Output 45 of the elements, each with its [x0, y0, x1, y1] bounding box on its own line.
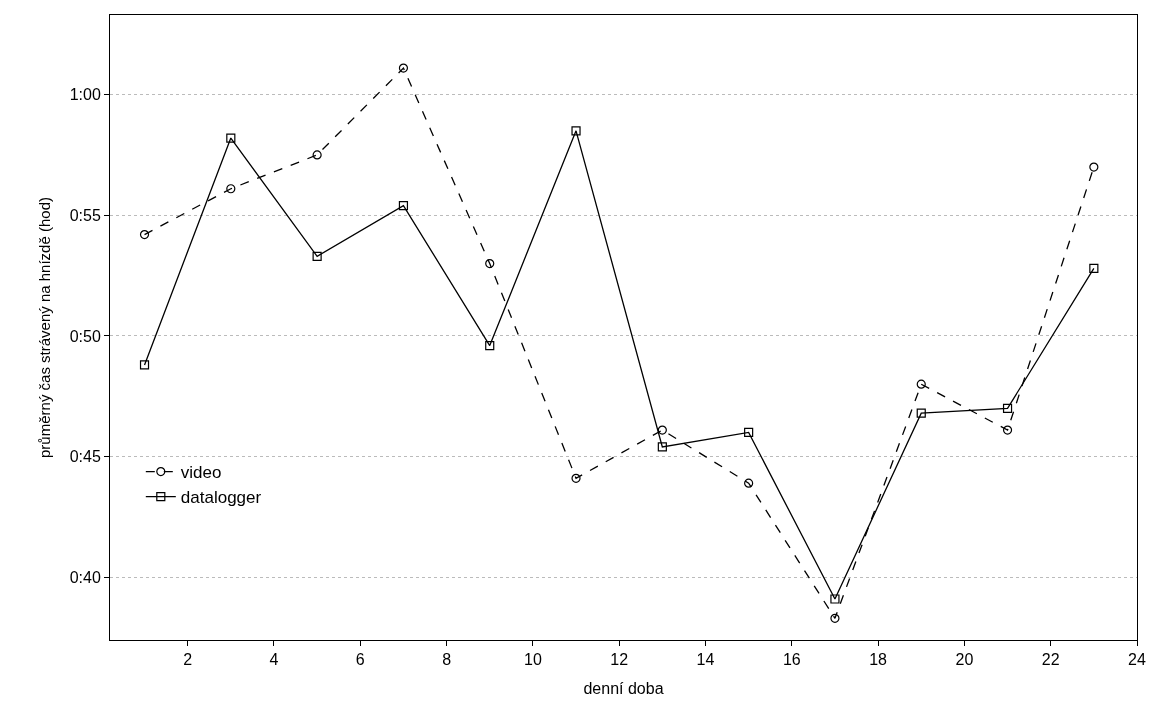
point [744, 427, 754, 438]
y-tick-label: 0:40 [69, 568, 101, 586]
point [744, 478, 754, 488]
y-axis-title: průměrný čas strávený na hnízdě (hod) [35, 197, 53, 458]
y-tick-label: 0:50 [69, 327, 101, 345]
point [916, 408, 926, 418]
point [226, 184, 236, 194]
point [1089, 263, 1099, 273]
x-tick-label: 22 [1041, 651, 1060, 669]
point [571, 126, 581, 136]
point [1002, 403, 1013, 413]
x-tick-label: 16 [782, 651, 801, 669]
point [916, 379, 926, 389]
x-tick-label: 2 [183, 651, 193, 669]
x-tick-label: 8 [442, 651, 452, 669]
x-tick-label: 20 [955, 651, 974, 669]
point [830, 594, 840, 604]
point [1089, 162, 1099, 172]
point [571, 473, 581, 483]
point [139, 360, 150, 370]
x-tick-label: 24 [1128, 651, 1146, 669]
x-tick-label: 12 [610, 651, 629, 669]
point [312, 150, 322, 160]
point [657, 425, 667, 435]
legend-label: datalogger [180, 488, 262, 508]
x-tick-label: 10 [523, 651, 542, 669]
y-tick-label: 0:45 [69, 448, 101, 466]
legend-label: video [180, 463, 222, 483]
point [485, 341, 495, 351]
x-tick-label: 18 [869, 651, 888, 669]
point [139, 229, 150, 240]
point [226, 133, 236, 143]
point [1002, 425, 1013, 435]
point [398, 201, 409, 211]
point [398, 63, 409, 73]
x-tick-label: 14 [696, 651, 715, 669]
x-axis-title: denní doba [583, 679, 664, 697]
x-tick-label: 6 [355, 651, 365, 669]
x-tick-label: 4 [269, 651, 279, 669]
point [485, 258, 495, 269]
y-tick-label: 1:00 [69, 86, 101, 104]
point [830, 613, 840, 623]
point [312, 251, 322, 261]
y-tick-label: 0:55 [69, 206, 101, 224]
point [657, 442, 667, 452]
